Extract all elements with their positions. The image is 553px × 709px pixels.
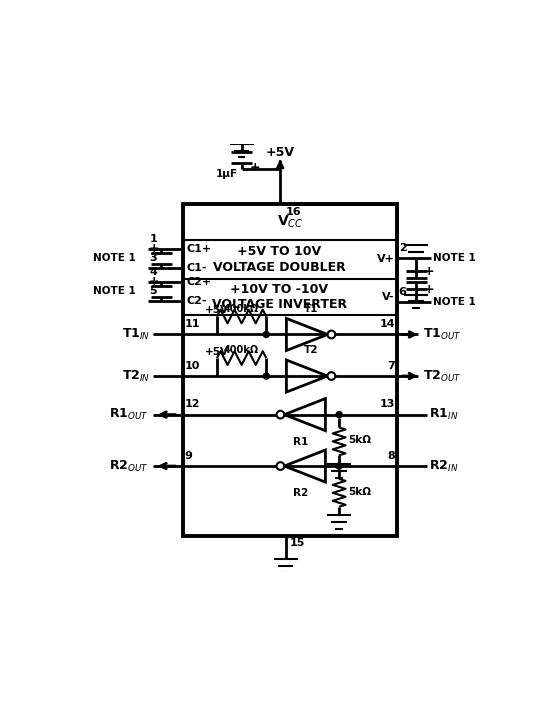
Text: +: +: [148, 242, 159, 255]
Text: 7: 7: [388, 361, 395, 371]
Text: +5V: +5V: [265, 146, 295, 159]
Text: 4: 4: [149, 267, 157, 277]
Text: 2: 2: [399, 243, 406, 253]
Text: T1$_{OUT}$: T1$_{OUT}$: [422, 327, 461, 342]
Text: 5: 5: [149, 286, 157, 296]
Text: 6: 6: [399, 287, 406, 297]
Text: NOTE 1: NOTE 1: [93, 253, 135, 264]
Text: 1: 1: [149, 233, 157, 244]
Text: C2+: C2+: [187, 277, 212, 286]
Circle shape: [327, 330, 335, 338]
Text: NOTE 1: NOTE 1: [93, 286, 135, 296]
Text: R2: R2: [293, 488, 308, 498]
Text: T1: T1: [304, 303, 319, 314]
Text: 10: 10: [184, 361, 200, 371]
Text: R2$_{OUT}$: R2$_{OUT}$: [109, 459, 148, 474]
Text: +: +: [148, 276, 159, 289]
Text: 12: 12: [184, 399, 200, 410]
Circle shape: [276, 462, 284, 470]
Text: 1μF: 1μF: [216, 169, 238, 179]
Text: T2$_{IN}$: T2$_{IN}$: [122, 369, 150, 384]
Text: +5V TO 10V: +5V TO 10V: [237, 245, 321, 258]
Text: V-: V-: [382, 292, 395, 302]
Text: VOLTAGE DOUBLER: VOLTAGE DOUBLER: [213, 261, 346, 274]
Circle shape: [336, 412, 342, 418]
Text: 400kΩ: 400kΩ: [224, 345, 259, 355]
Circle shape: [263, 332, 269, 337]
Circle shape: [263, 373, 269, 379]
Text: 8: 8: [388, 451, 395, 461]
Text: V$_{CC}$: V$_{CC}$: [276, 214, 303, 230]
Text: T1$_{IN}$: T1$_{IN}$: [122, 327, 150, 342]
Text: R2$_{IN}$: R2$_{IN}$: [429, 459, 458, 474]
Text: VOLTAGE INVERTER: VOLTAGE INVERTER: [212, 298, 347, 311]
Text: C1+: C1+: [187, 244, 212, 254]
Text: 5kΩ: 5kΩ: [348, 435, 372, 445]
Circle shape: [327, 372, 335, 380]
Text: 16: 16: [285, 207, 301, 218]
Text: 5kΩ: 5kΩ: [348, 487, 372, 497]
Text: R1$_{IN}$: R1$_{IN}$: [429, 407, 458, 422]
Text: +: +: [424, 283, 435, 296]
Text: 14: 14: [380, 319, 395, 329]
Text: 13: 13: [380, 399, 395, 410]
Circle shape: [336, 463, 342, 469]
Text: T2: T2: [304, 345, 319, 355]
Text: 400kΩ: 400kΩ: [224, 303, 259, 314]
Text: 11: 11: [184, 319, 200, 329]
Text: T2$_{OUT}$: T2$_{OUT}$: [422, 369, 461, 384]
Circle shape: [276, 411, 284, 418]
Text: R1: R1: [293, 437, 308, 447]
Text: +5V: +5V: [205, 305, 229, 315]
Text: 3: 3: [149, 253, 157, 263]
Text: NOTE 1: NOTE 1: [434, 253, 476, 263]
Text: C2-: C2-: [187, 296, 207, 306]
Text: +10V TO -10V: +10V TO -10V: [230, 283, 328, 296]
Text: NOTE 1: NOTE 1: [434, 297, 476, 307]
Text: V+: V+: [377, 255, 395, 264]
Text: +: +: [424, 264, 435, 277]
Bar: [182, 203, 397, 536]
Text: C1-: C1-: [187, 263, 207, 273]
Text: 9: 9: [184, 451, 192, 461]
Text: +5V: +5V: [205, 347, 229, 357]
Text: +: +: [249, 161, 260, 174]
Text: 15: 15: [290, 537, 305, 548]
Text: R1$_{OUT}$: R1$_{OUT}$: [109, 407, 148, 422]
